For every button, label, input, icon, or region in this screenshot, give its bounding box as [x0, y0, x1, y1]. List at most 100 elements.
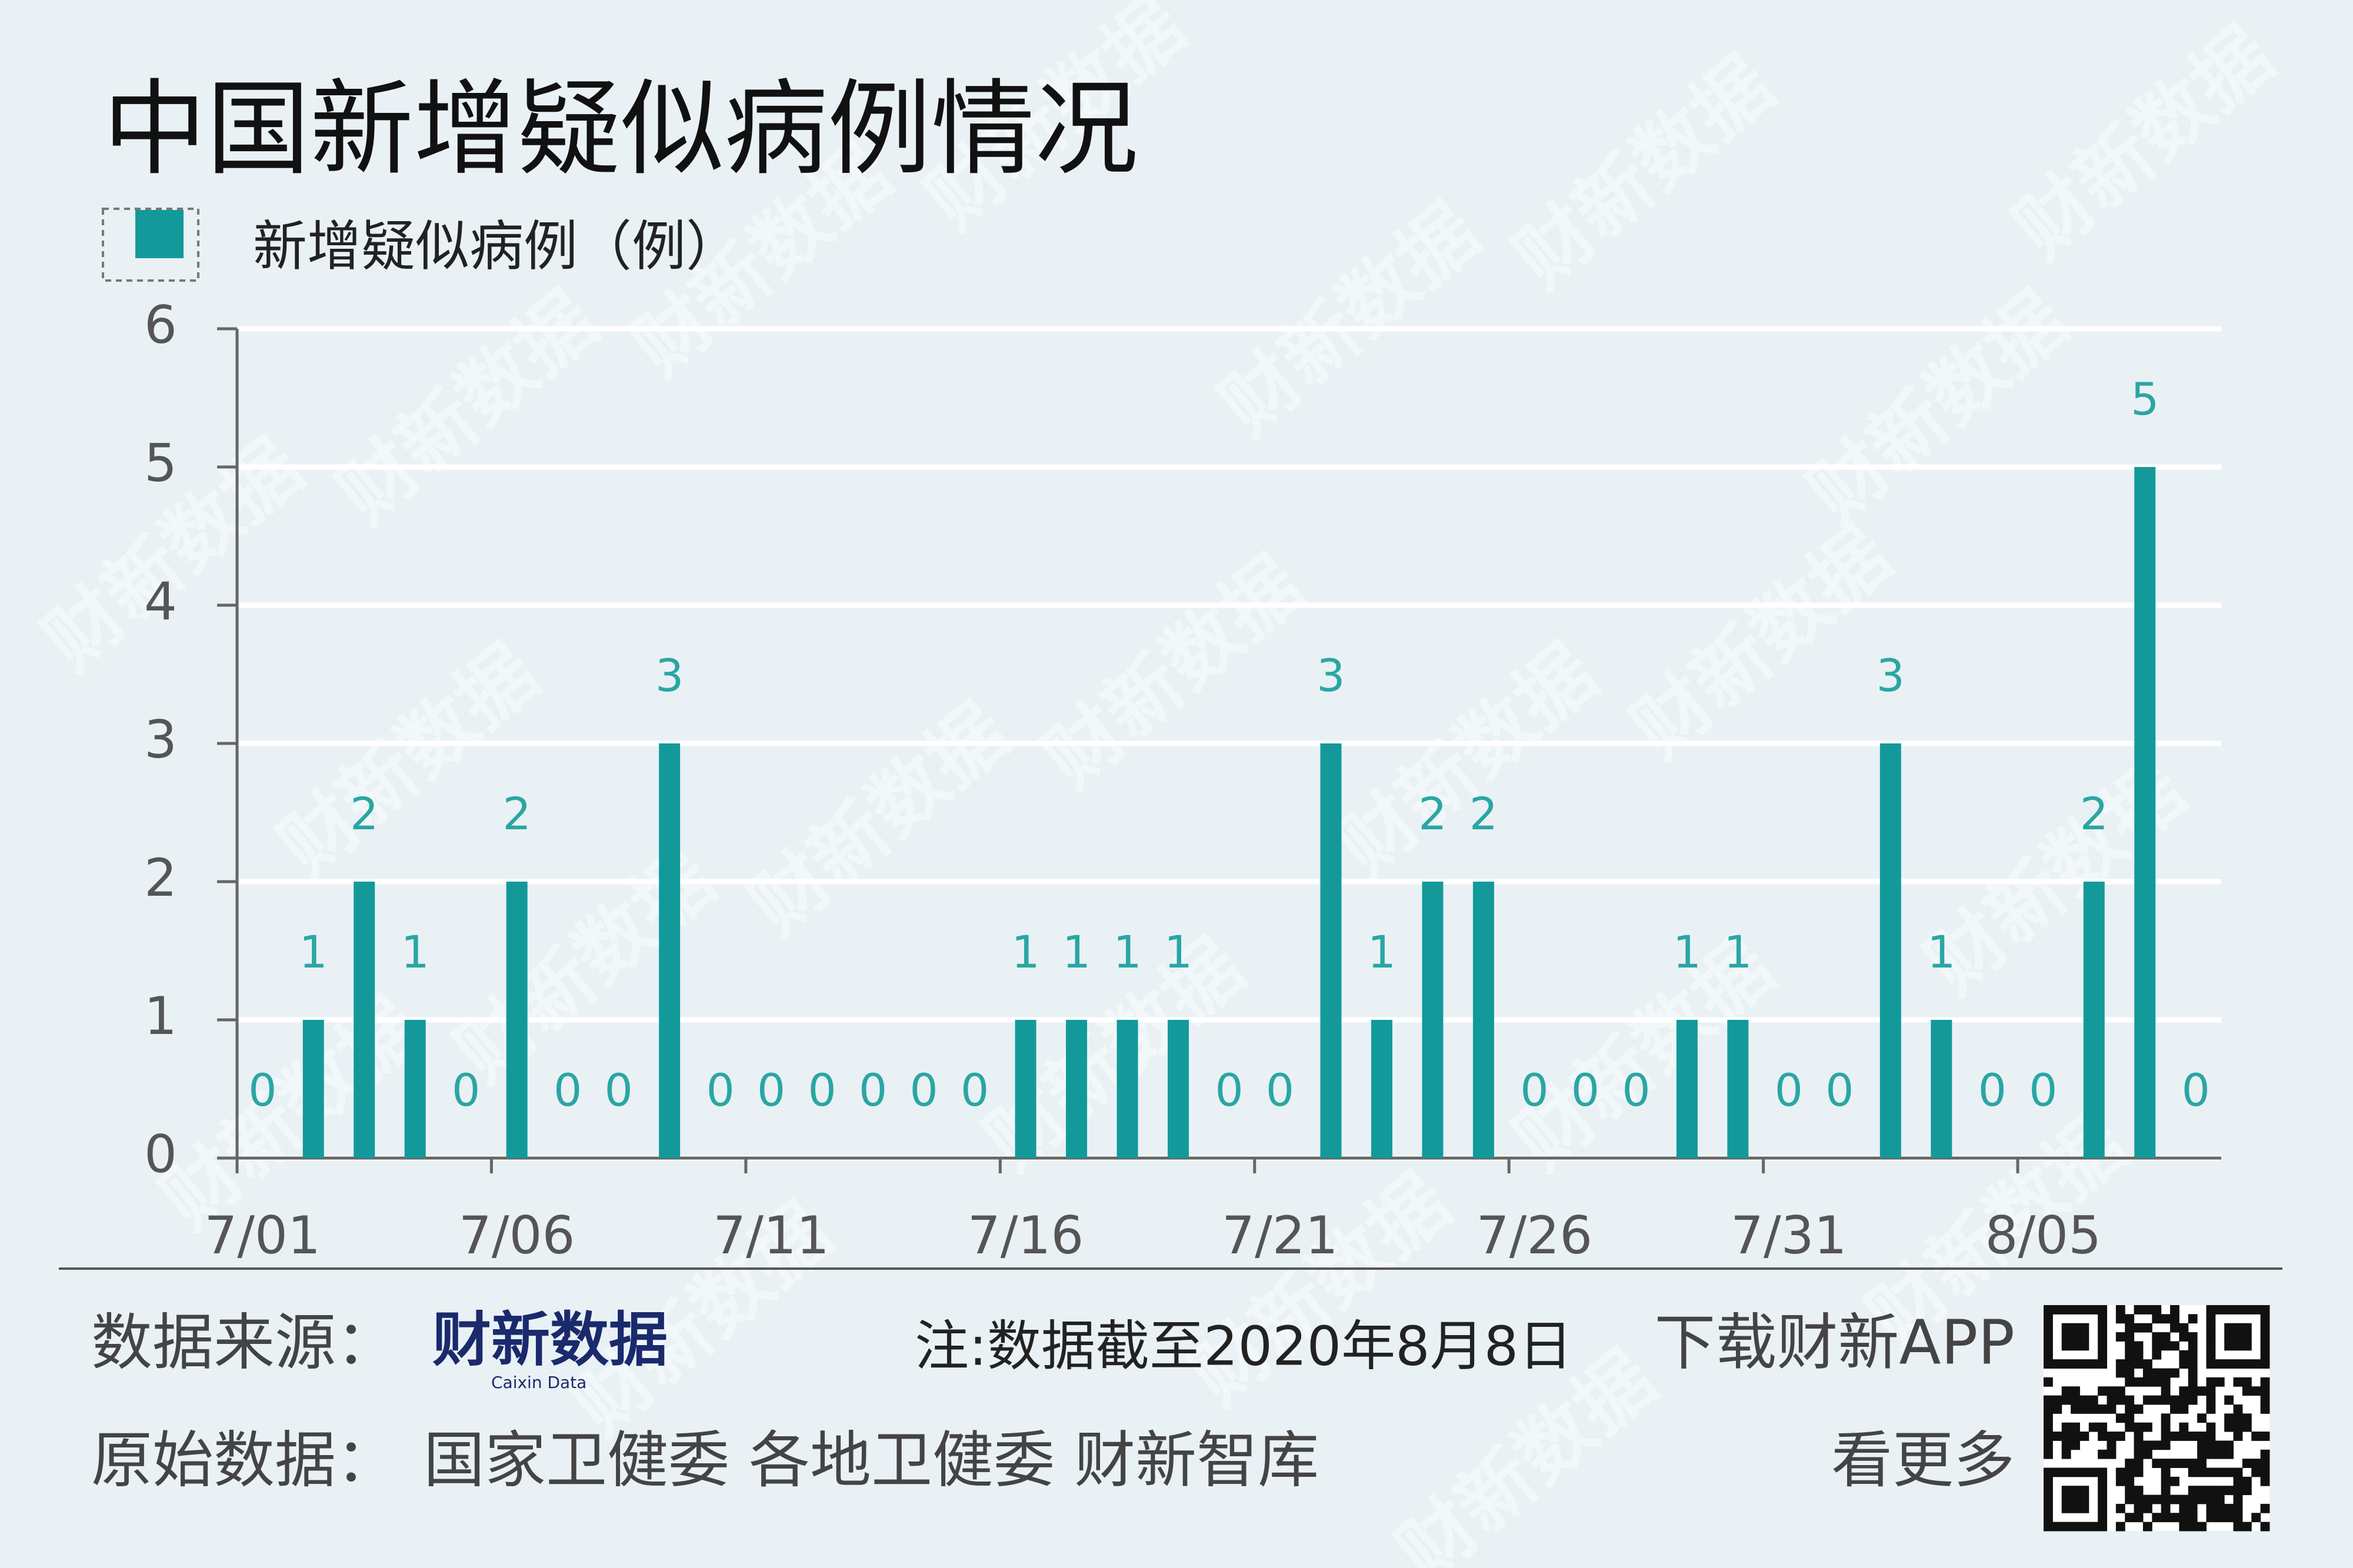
legend-box	[102, 208, 199, 282]
qr-module	[2260, 1386, 2270, 1396]
qr-module	[2115, 1413, 2125, 1423]
qr-module	[2233, 1404, 2243, 1414]
qr-module	[2098, 1503, 2108, 1513]
qr-module	[2188, 1377, 2198, 1387]
qr-module	[2206, 1323, 2216, 1333]
qr-module	[2125, 1359, 2135, 1369]
qr-module	[2206, 1359, 2216, 1369]
qr-module	[2179, 1350, 2189, 1360]
qr-module	[2260, 1359, 2270, 1369]
qr-module	[2125, 1476, 2135, 1486]
qr-module	[2251, 1359, 2261, 1369]
qr-module	[2071, 1422, 2080, 1432]
qr-module	[2161, 1432, 2171, 1441]
qr-module	[2071, 1305, 2080, 1315]
qr-module	[2079, 1395, 2089, 1405]
qr-module	[2188, 1350, 2198, 1360]
qr-module	[2044, 1413, 2053, 1423]
qr-module	[2098, 1432, 2108, 1441]
qr-module	[2044, 1486, 2053, 1496]
qr-module	[2044, 1404, 2053, 1414]
qr-module	[2107, 1404, 2117, 1414]
qr-module	[2161, 1386, 2171, 1396]
qr-module	[2170, 1323, 2179, 1333]
qr-module	[2188, 1459, 2198, 1468]
y-tick-label: 0	[144, 1124, 177, 1185]
qr-module	[2197, 1413, 2207, 1423]
qr-module	[2071, 1359, 2080, 1369]
value-label: 0	[757, 1064, 785, 1116]
qr-module	[2188, 1368, 2198, 1378]
value-label: 3	[655, 649, 684, 702]
qr-module	[2142, 1305, 2152, 1315]
qr-module	[2206, 1314, 2216, 1324]
qr-module	[2161, 1494, 2171, 1504]
qr-module	[2061, 1467, 2071, 1477]
qr-module	[2152, 1305, 2162, 1315]
qr-module	[2260, 1314, 2270, 1324]
qr-module	[2260, 1432, 2270, 1441]
value-label: 1	[1113, 926, 1141, 978]
value-label: 0	[604, 1064, 632, 1116]
qr-module	[2197, 1386, 2207, 1396]
qr-module	[2188, 1341, 2198, 1351]
qr-module	[2152, 1395, 2162, 1405]
qr-module	[2260, 1522, 2270, 1532]
note: 注:数据截至2020年8月8日	[915, 1315, 1572, 1377]
qr-module	[2152, 1350, 2162, 1360]
y-tick-label: 6	[144, 295, 177, 355]
qr-module	[2206, 1513, 2216, 1523]
qr-module	[2088, 1422, 2098, 1432]
y-tick-label: 5	[144, 433, 177, 493]
qr-module	[2206, 1422, 2216, 1432]
bar	[1116, 1020, 1138, 1158]
qr-module	[2161, 1314, 2171, 1324]
qr-module	[2098, 1522, 2108, 1532]
qr-module	[2215, 1503, 2225, 1513]
qr-module	[2115, 1314, 2125, 1324]
qr-module	[2161, 1422, 2171, 1432]
qr-module	[2215, 1494, 2225, 1504]
qr-module	[2115, 1476, 2125, 1486]
qr-module	[2197, 1432, 2207, 1441]
value-label: 1	[401, 926, 429, 978]
qr-module	[2107, 1449, 2117, 1459]
qr-module	[2134, 1305, 2144, 1315]
qr-module	[2233, 1377, 2243, 1387]
value-label: 3	[1317, 649, 1345, 702]
qr-module	[2071, 1404, 2080, 1414]
qr-module	[2224, 1332, 2234, 1342]
qr-module	[2115, 1368, 2125, 1378]
qr-module	[2125, 1486, 2135, 1496]
qr-module	[2152, 1341, 2162, 1351]
qr-module	[2179, 1459, 2189, 1468]
qr-module	[2215, 1467, 2225, 1477]
value-label: 2	[1418, 788, 1447, 840]
qr-module	[2098, 1513, 2108, 1523]
value-label: 0	[1520, 1064, 1548, 1116]
qr-module	[2242, 1486, 2252, 1496]
qr-module	[2152, 1332, 2162, 1342]
bar	[1422, 882, 1444, 1158]
bar	[1371, 1020, 1392, 1158]
qr-module	[2107, 1440, 2117, 1450]
qr-module	[2125, 1314, 2135, 1324]
source-logo: 财新数据	[432, 1305, 668, 1374]
qr-module	[2242, 1386, 2252, 1396]
y-tick-label: 2	[144, 848, 177, 908]
qr-module	[2260, 1467, 2270, 1477]
qr-module	[2098, 1359, 2108, 1369]
qr-module	[2188, 1503, 2198, 1513]
value-label: 1	[1368, 926, 1396, 978]
qr-module	[2134, 1513, 2144, 1523]
qr-module	[2242, 1422, 2252, 1432]
qr-module	[2061, 1341, 2071, 1351]
qr-module	[2233, 1513, 2243, 1523]
qr-module	[2061, 1359, 2071, 1369]
qr-module	[2071, 1486, 2080, 1496]
qr-module	[2179, 1386, 2189, 1396]
bar	[354, 882, 375, 1158]
qr-module	[2233, 1476, 2243, 1486]
qr-module	[2170, 1404, 2179, 1414]
